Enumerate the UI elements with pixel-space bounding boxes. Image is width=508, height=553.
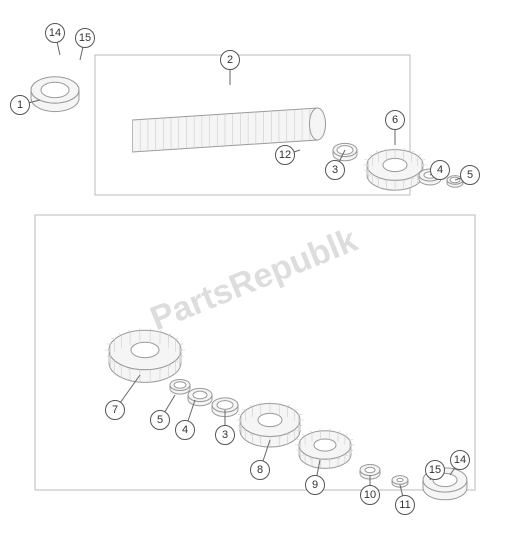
- callout-7: 7: [105, 400, 125, 420]
- callout-6: 6: [385, 110, 405, 130]
- callout-4: 4: [175, 420, 195, 440]
- washer-4b: [188, 388, 212, 405]
- callout-10: 10: [360, 485, 380, 505]
- callout-2: 2: [220, 50, 240, 70]
- gear-7: [105, 328, 185, 382]
- callout-5: 5: [150, 410, 170, 430]
- main-shaft: [133, 108, 326, 152]
- callout-9: 9: [305, 475, 325, 495]
- lower-panel: [35, 215, 475, 490]
- callout-15: 15: [75, 28, 95, 48]
- gear-9: [295, 429, 355, 469]
- callout-1: 1: [10, 95, 30, 115]
- callout-3: 3: [325, 160, 345, 180]
- callout-12: 12: [275, 145, 295, 165]
- callout-3: 3: [215, 425, 235, 445]
- callout-14: 14: [45, 23, 65, 43]
- gear-6: [363, 147, 427, 190]
- bearing-left: [31, 77, 79, 112]
- callout-11: 11: [395, 495, 415, 515]
- circlip-5b: [170, 380, 190, 395]
- ring-3a: [333, 143, 357, 160]
- callout-4: 4: [430, 160, 450, 180]
- callout-14: 14: [450, 450, 470, 470]
- callout-8: 8: [250, 460, 270, 480]
- callout-15: 15: [425, 460, 445, 480]
- callout-5: 5: [460, 165, 480, 185]
